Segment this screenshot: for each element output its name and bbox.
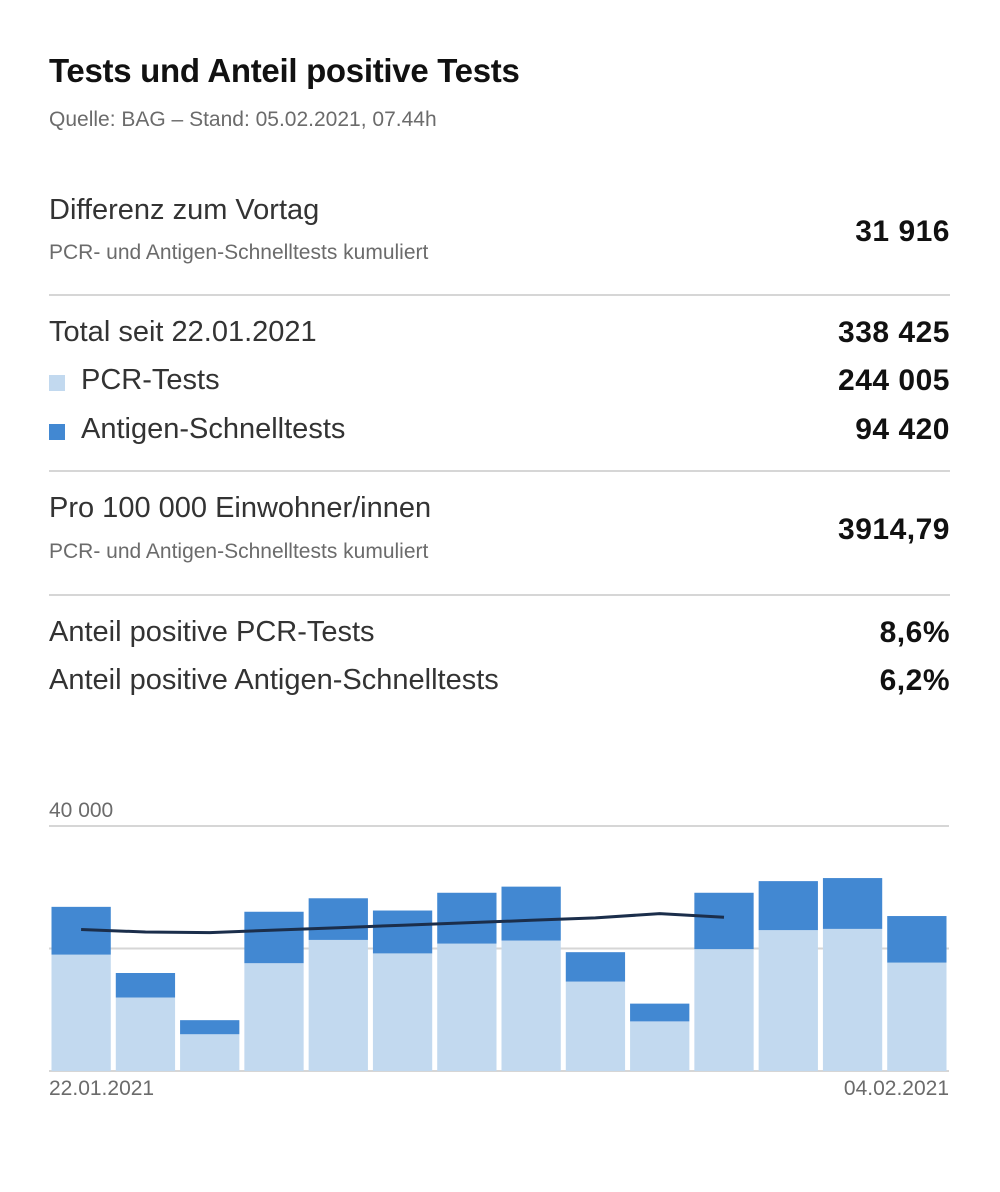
trend-line	[81, 912, 725, 935]
bar-antigen	[244, 911, 304, 964]
bar-pcr	[694, 949, 754, 1071]
per100k-sub: PCR- und Antigen-Schnelltests kumuliert	[49, 540, 429, 563]
page-title: Tests und Anteil positive Tests	[49, 52, 520, 89]
bar-pcr	[501, 940, 561, 1071]
bar-pcr	[887, 962, 947, 1071]
bar-pcr	[51, 954, 111, 1071]
divider	[49, 470, 950, 472]
diff-sub: PCR- und Antigen-Schnelltests kumuliert	[49, 241, 429, 264]
positive-pcr-value: 8,6%	[879, 616, 950, 649]
pcr-label: PCR-Tests	[81, 364, 220, 396]
bar-pcr	[822, 928, 883, 1071]
divider	[49, 294, 950, 296]
bar-pcr	[180, 1034, 240, 1071]
bar-pcr	[244, 963, 304, 1071]
x-start-label: 22.01.2021	[49, 1077, 154, 1100]
per100k-label: Pro 100 000 Einwohner/innen	[49, 492, 432, 524]
bar-antigen	[437, 892, 497, 944]
diff-label: Differenz zum Vortag	[49, 194, 320, 226]
divider	[49, 594, 950, 596]
per100k-section: Pro 100 000 Einwohner/innen PCR- und Ant…	[49, 488, 950, 578]
bar-pcr	[372, 953, 433, 1071]
x-end-label: 04.02.2021	[844, 1077, 949, 1100]
positive-antigen-value: 6,2%	[879, 664, 950, 697]
bar-pcr	[115, 997, 176, 1071]
bar-antigen	[630, 1003, 690, 1022]
bar-antigen	[180, 1020, 240, 1035]
bar-pcr	[565, 981, 626, 1071]
total-label: Total seit 22.01.2021	[49, 316, 317, 348]
bar-pcr	[437, 943, 497, 1071]
total-section: Total seit 22.01.2021 338 425 PCR-Tests …	[49, 312, 950, 462]
total-value: 338 425	[838, 316, 950, 349]
bar-pcr	[308, 939, 368, 1071]
pcr-swatch	[49, 375, 65, 391]
positive-section: Anteil positive PCR-Tests 8,6% Anteil po…	[49, 612, 950, 712]
antigen-swatch	[49, 424, 65, 440]
bar-antigen	[501, 886, 561, 941]
bar-antigen	[758, 881, 818, 931]
bar-antigen	[694, 892, 754, 950]
bar-antigen	[822, 878, 883, 929]
antigen-label: Antigen-Schnelltests	[81, 413, 346, 445]
diff-section: Differenz zum Vortag PCR- und Antigen-Sc…	[49, 190, 950, 280]
bar-pcr	[630, 1021, 690, 1071]
bar-antigen	[887, 916, 947, 963]
positive-antigen-label: Anteil positive Antigen-Schnelltests	[49, 664, 499, 696]
antigen-value: 94 420	[855, 413, 950, 446]
per100k-value: 3914,79	[838, 513, 950, 546]
tests-chart: 40 000 22.01.2021 04.02.2021	[49, 799, 949, 1100]
source-line: Quelle: BAG – Stand: 05.02.2021, 07.44h	[49, 108, 437, 131]
bar-antigen	[372, 910, 433, 954]
bar-antigen	[308, 898, 368, 940]
diff-value: 31 916	[855, 215, 950, 248]
bar-antigen	[115, 973, 176, 998]
bar-antigen	[565, 952, 626, 982]
y-tick-label: 40 000	[49, 799, 113, 822]
positive-pcr-label: Anteil positive PCR-Tests	[49, 616, 375, 648]
pcr-value: 244 005	[838, 364, 950, 397]
bar-pcr	[758, 930, 818, 1071]
